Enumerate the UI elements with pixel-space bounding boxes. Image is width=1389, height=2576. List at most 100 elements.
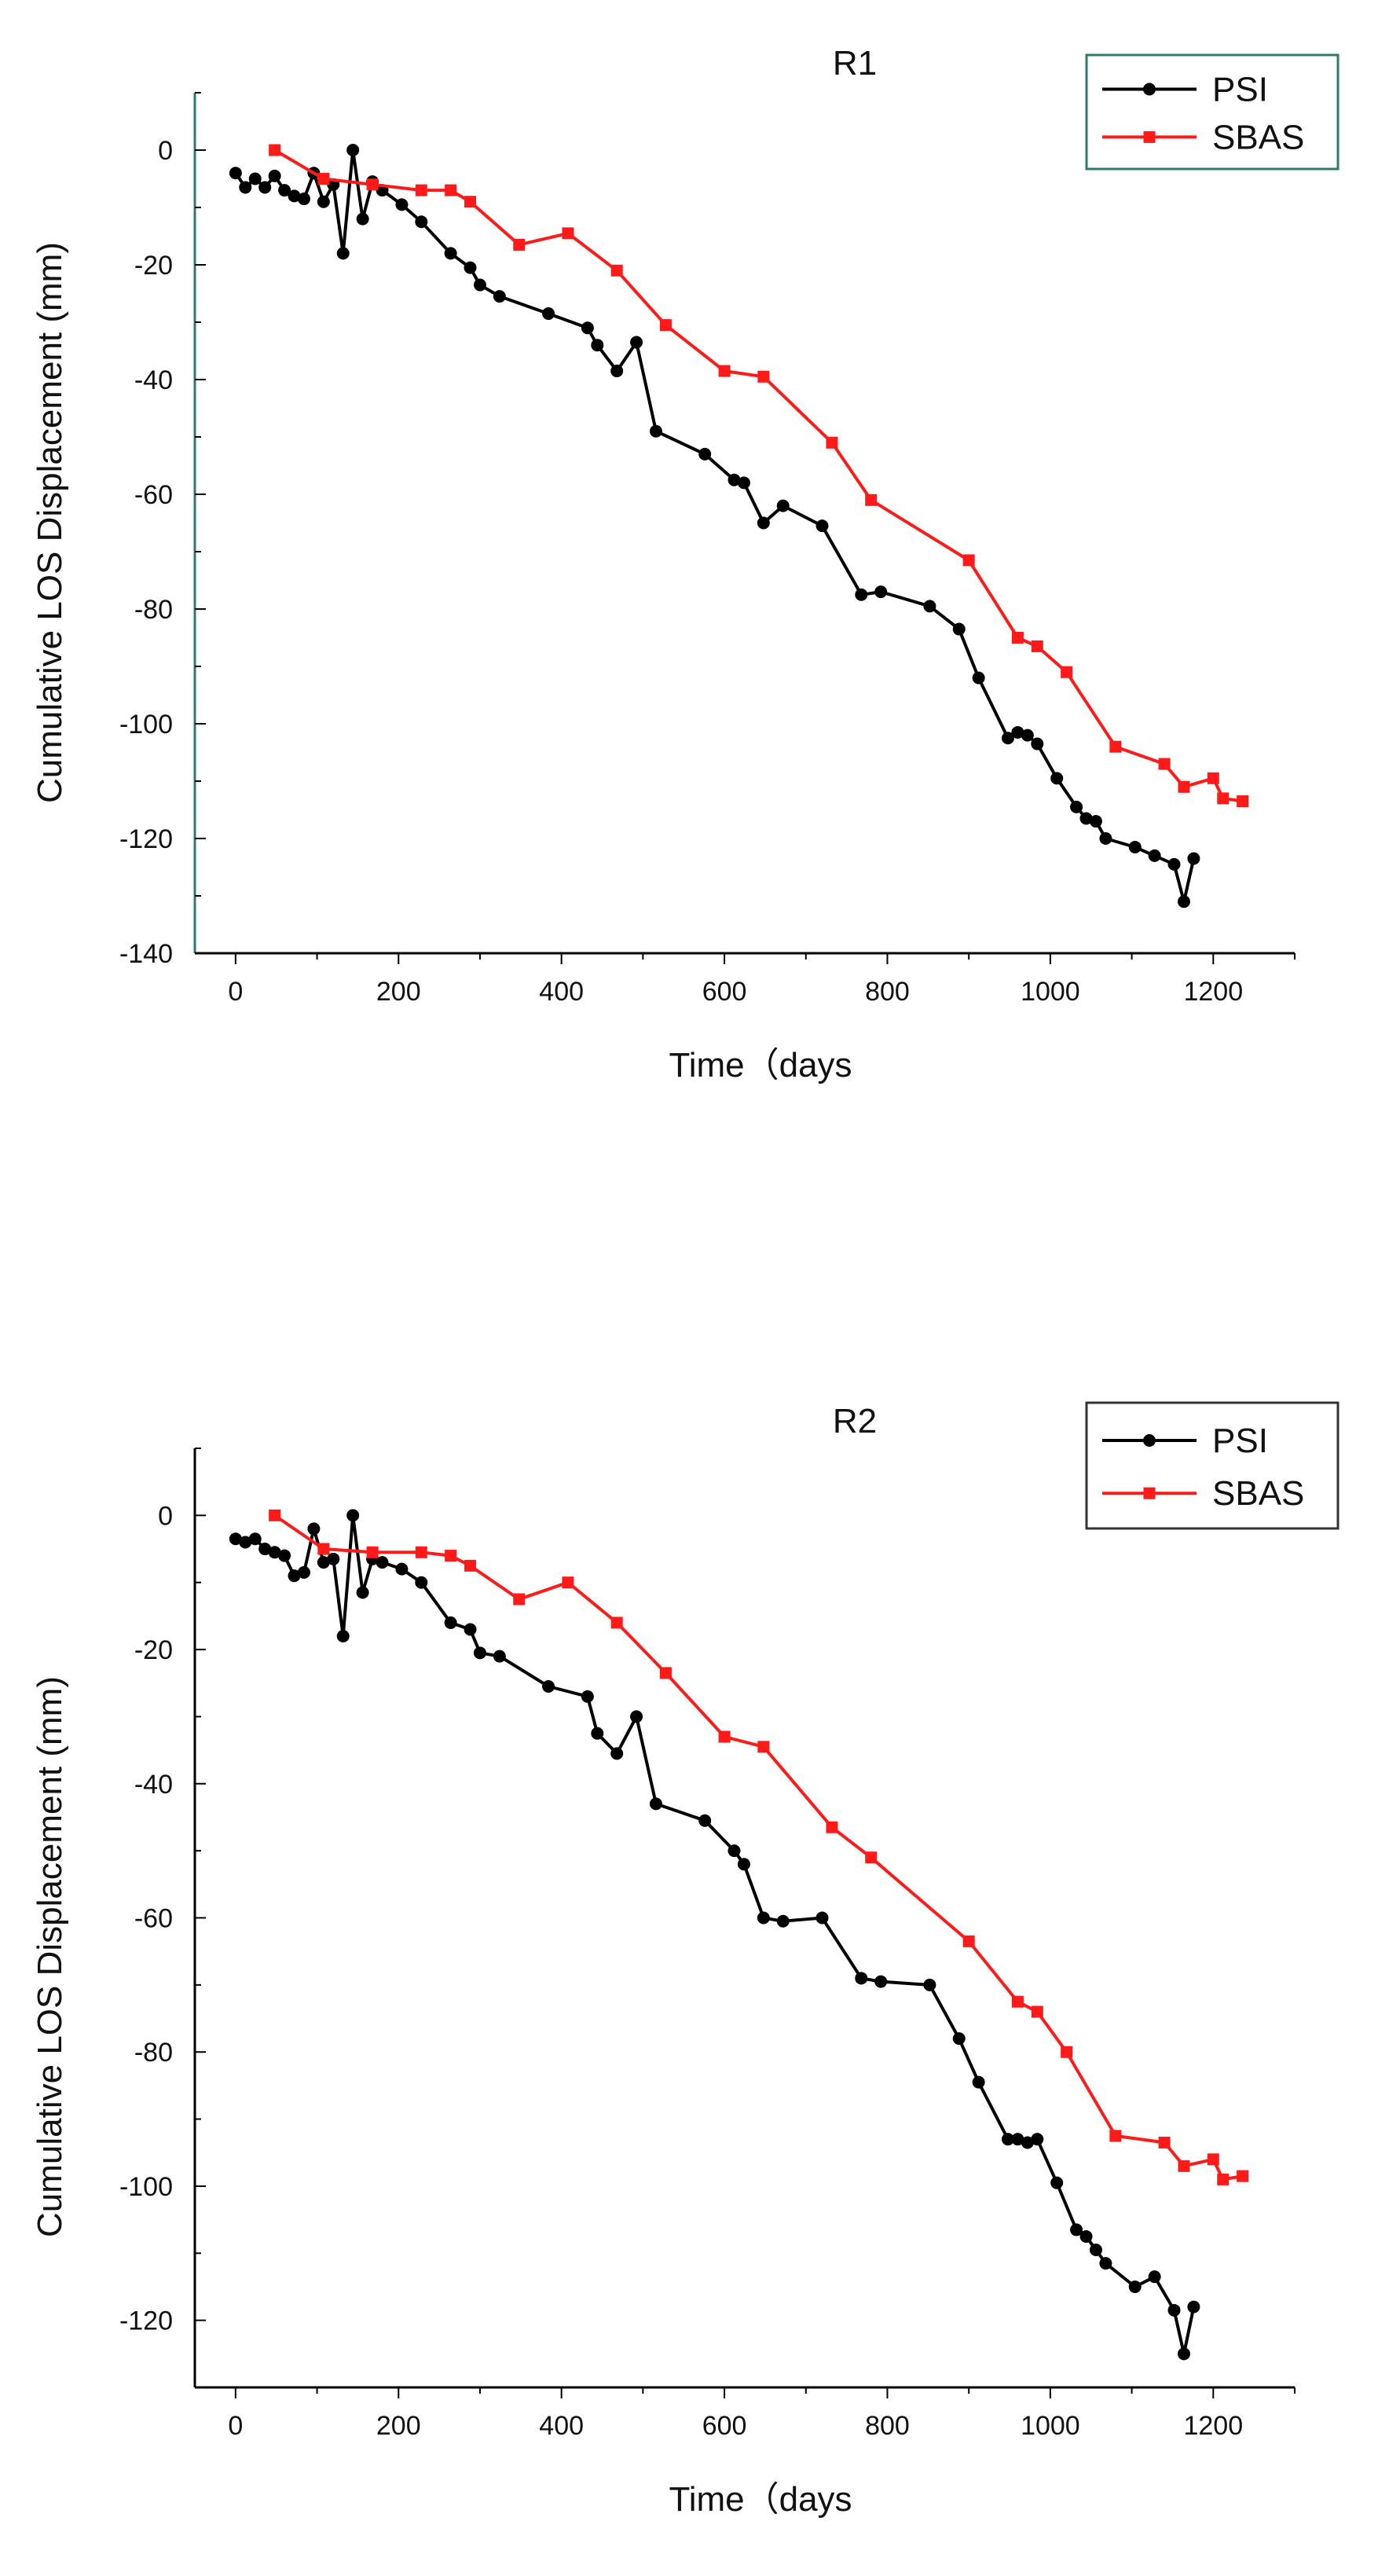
data-point-psi — [952, 622, 966, 636]
data-point-psi — [473, 278, 486, 292]
data-point-psi — [815, 1911, 829, 1925]
x-tick-label: 400 — [539, 2411, 584, 2441]
legend-box — [1085, 53, 1340, 171]
data-point-psi — [1001, 2133, 1014, 2146]
data-point-sbas — [513, 238, 526, 251]
data-point-psi — [346, 1509, 360, 1522]
y-tick-label: -20 — [134, 1635, 173, 1665]
chart-r1: R1 0 -20 -40 -60 -80 -100 -120 -140 0 200 400 600 800… — [31, 44, 1340, 1084]
data-point-psi — [258, 1543, 272, 1556]
data-point-psi — [757, 1911, 770, 1925]
data-point-psi — [317, 195, 330, 208]
legend-box — [1085, 1401, 1340, 1530]
data-point-psi — [464, 261, 477, 274]
data-point-sbas — [1207, 2153, 1219, 2166]
x-tick-label: 200 — [376, 2411, 421, 2441]
data-point-psi — [239, 1536, 252, 1549]
data-point-psi — [1089, 2244, 1102, 2257]
data-point-sbas — [1158, 2136, 1171, 2149]
data-point-psi — [1011, 725, 1024, 739]
data-point-sbas — [317, 1543, 330, 1555]
y-tick-label: -120 — [119, 824, 173, 854]
y-tick-label: -60 — [134, 480, 173, 510]
data-point-psi — [757, 516, 770, 530]
legend: PSI SBAS — [1085, 1401, 1340, 1530]
data-point-psi — [464, 1623, 477, 1636]
data-point-psi — [727, 473, 741, 486]
data-point-psi — [855, 588, 868, 601]
data-point-sbas — [562, 227, 574, 240]
x-tick-label: 1000 — [1021, 977, 1080, 1007]
data-point-sbas — [445, 184, 457, 196]
data-point-psi — [1089, 815, 1102, 828]
data-point-psi — [395, 198, 409, 211]
x-tick-label: 0 — [228, 977, 243, 1007]
legend-label-sbas: SBAS — [1212, 118, 1304, 156]
data-point-psi — [307, 1522, 321, 1536]
data-point-psi — [630, 336, 643, 349]
data-point-psi — [1021, 728, 1034, 742]
y-tick-label: -140 — [119, 939, 173, 969]
data-point-psi — [1050, 2176, 1064, 2189]
data-point-psi — [737, 1858, 750, 1871]
data-point-psi — [288, 189, 301, 203]
chart-title: R1 — [833, 44, 877, 83]
y-tick-label: -80 — [134, 595, 173, 625]
data-point-psi — [229, 1532, 242, 1546]
data-point-psi — [336, 1630, 350, 1642]
data-point-sbas — [757, 370, 770, 383]
data-point-psi — [1001, 732, 1014, 745]
data-point-psi — [1050, 772, 1064, 785]
data-point-psi — [1099, 2257, 1112, 2270]
data-point-psi — [268, 169, 281, 182]
data-point-psi — [737, 476, 750, 490]
data-point-sbas — [415, 1546, 427, 1558]
data-point-sbas — [718, 1730, 731, 1743]
data-point-psi — [874, 585, 888, 599]
data-point-psi — [923, 600, 936, 613]
data-point-psi — [815, 519, 829, 533]
data-point-sbas — [464, 196, 477, 208]
data-point-sbas — [865, 1851, 878, 1864]
legend-marker-psi — [1143, 1434, 1156, 1447]
x-tick-label: 600 — [702, 2411, 747, 2441]
y-tick-label: -80 — [134, 2038, 173, 2068]
series-sbas — [269, 144, 1249, 808]
y-tick-label: -100 — [119, 710, 173, 739]
data-point-psi — [376, 1556, 389, 1569]
data-point-sbas — [962, 1935, 975, 1947]
data-point-sbas — [659, 319, 672, 332]
y-tick-label: -40 — [134, 365, 173, 395]
data-point-psi — [1011, 2133, 1024, 2146]
data-point-psi — [1079, 2229, 1093, 2243]
series-psi — [229, 1509, 1200, 2361]
data-point-psi — [1099, 832, 1112, 845]
data-point-sbas — [1061, 2046, 1073, 2058]
data-point-psi — [591, 1727, 604, 1740]
data-point-psi — [698, 447, 712, 461]
data-point-psi — [581, 1690, 594, 1703]
data-point-psi — [1177, 2347, 1190, 2361]
data-point-psi — [278, 184, 291, 197]
x-tick-label: 1000 — [1021, 2411, 1080, 2441]
data-point-psi — [610, 1747, 624, 1760]
data-point-sbas — [962, 554, 975, 567]
x-tick-label: 600 — [702, 977, 747, 1007]
x-axis-label: Time（days — [669, 1046, 852, 1084]
data-point-sbas — [1031, 2005, 1043, 2018]
data-point-psi — [493, 290, 506, 303]
data-point-psi — [356, 1586, 369, 1599]
data-point-psi — [1187, 852, 1200, 865]
data-point-sbas — [562, 1576, 574, 1589]
data-point-sbas — [718, 365, 731, 377]
data-point-psi — [258, 181, 272, 194]
data-point-psi — [473, 1646, 486, 1660]
data-point-sbas — [1178, 780, 1190, 793]
data-point-psi — [415, 215, 428, 229]
x-tick-label: 1200 — [1183, 2411, 1243, 2441]
chart-title: R2 — [833, 1402, 877, 1440]
y-tick-label: -120 — [119, 2306, 173, 2336]
data-point-sbas — [415, 184, 427, 196]
data-point-sbas — [1109, 2130, 1122, 2142]
